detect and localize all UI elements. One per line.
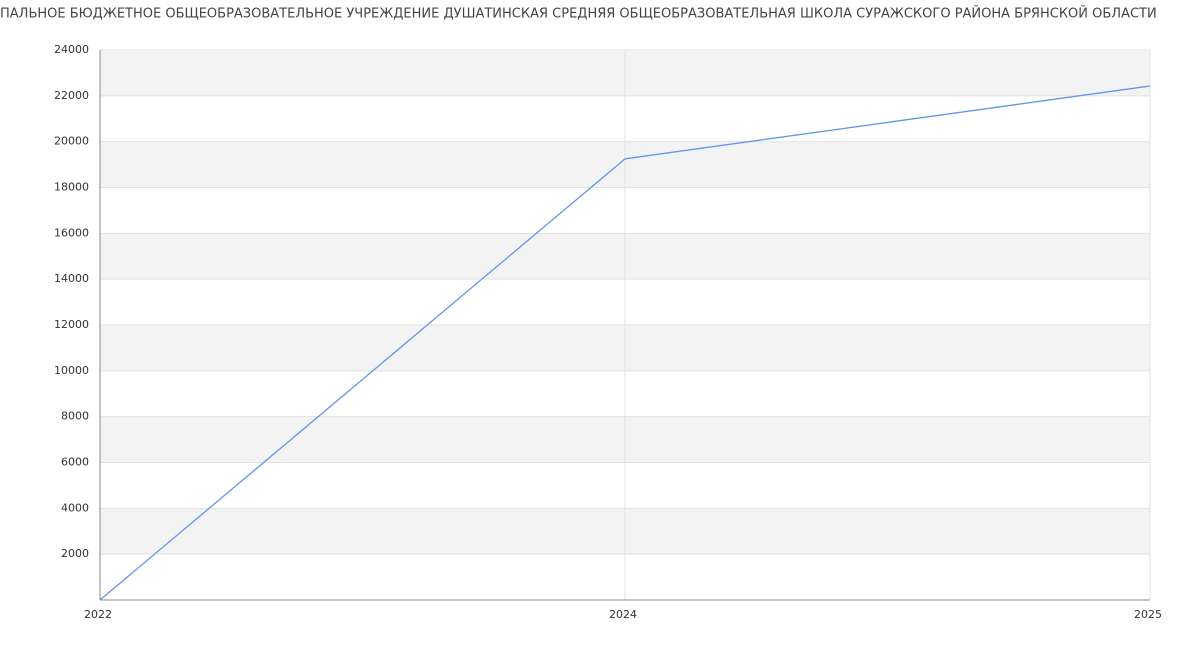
y-tick-label: 4000 [61, 501, 89, 514]
y-tick-label: 8000 [61, 410, 89, 423]
y-tick-label: 16000 [54, 226, 89, 239]
y-tick-label: 22000 [54, 89, 89, 102]
y-tick-label: 14000 [54, 272, 89, 285]
y-tick-label: 12000 [54, 318, 89, 331]
y-tick-label: 10000 [54, 364, 89, 377]
y-tick-label: 24000 [54, 43, 89, 56]
y-tick-label: 18000 [54, 181, 89, 194]
x-tick-label: 2024 [609, 608, 637, 621]
x-tick-label: 2025 [1134, 608, 1162, 621]
y-tick-label: 20000 [54, 135, 89, 148]
x-tick-label: 2022 [84, 608, 112, 621]
chart-title: ПАЛЬНОЕ БЮДЖЕТНОЕ ОБЩЕОБРАЗОВАТЕЛЬНОЕ УЧ… [0, 6, 1157, 22]
y-tick-label: 6000 [61, 456, 89, 469]
data-line [99, 85, 1151, 601]
y-tick-label: 2000 [61, 547, 89, 560]
